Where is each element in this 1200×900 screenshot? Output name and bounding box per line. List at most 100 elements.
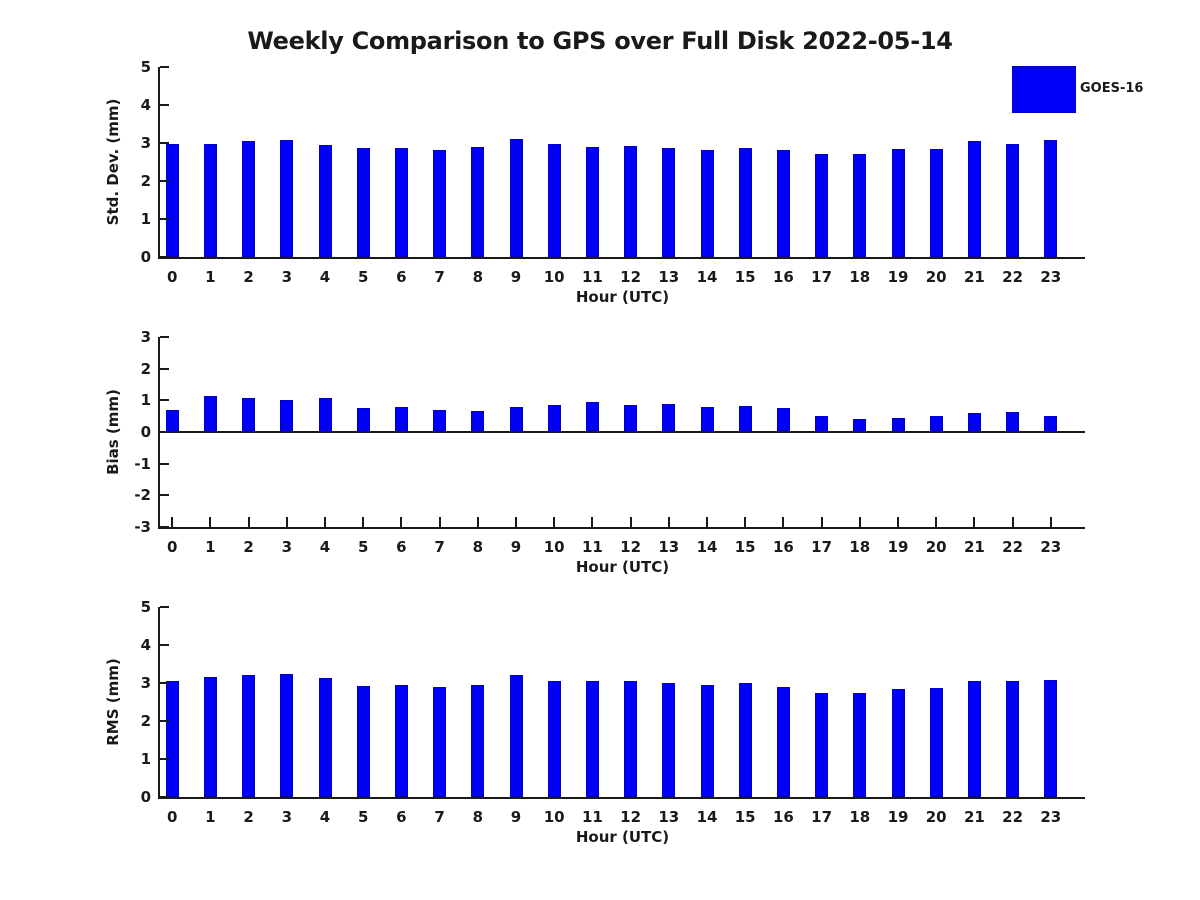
- bar-hour-3: [280, 674, 294, 797]
- bar-hour-10: [547, 404, 561, 432]
- bar-hour-17: [815, 415, 829, 432]
- panel-bias: -3 -2 -1 0 1 2 3 0 1 2 3 4 5 6 7 8 9 10 11 12 13 14 15 16 17 18 19…: [104, 328, 1085, 576]
- bar-hour-11: [585, 402, 599, 432]
- x-tick-mark: [247, 517, 250, 527]
- x-tick-label: 1: [205, 808, 216, 826]
- bar-hour-23: [1044, 139, 1058, 257]
- x-tick-label: 5: [357, 808, 369, 826]
- y-tick-label: 1: [140, 210, 151, 228]
- y-tick-label: -2: [134, 486, 151, 505]
- x-tick-label: 15: [734, 268, 756, 286]
- x-tick-label: 19: [887, 808, 909, 826]
- x-tick-mark: [285, 517, 288, 527]
- x-tick-mark: [324, 517, 326, 527]
- bar-hour-20: [929, 149, 943, 257]
- x-tick-mark: [706, 517, 708, 527]
- x-tick-label: 12: [620, 268, 642, 286]
- bar-hour-21: [967, 413, 981, 432]
- y-tick-mark: [160, 336, 169, 338]
- y-axis-title: Bias (mm): [104, 389, 122, 475]
- x-tick-label: 21: [963, 808, 985, 826]
- y-tick-label: 3: [140, 134, 151, 152]
- bar-hour-12: [624, 145, 638, 257]
- y-tick-label: 2: [140, 359, 151, 378]
- x-tick-label: 21: [963, 538, 985, 556]
- x-tick-mark: [820, 517, 823, 527]
- y-tick-mark: [160, 104, 169, 106]
- x-tick-label: 14: [696, 808, 718, 826]
- x-tick-mark: [476, 517, 479, 527]
- x-tick-label: 18: [849, 808, 871, 826]
- zero-line: [160, 431, 1085, 433]
- y-tick-label: 4: [140, 636, 151, 654]
- x-tick-label: 2: [243, 268, 254, 286]
- x-tick-label: 23: [1040, 538, 1062, 556]
- x-tick-label: 17: [811, 538, 833, 556]
- x-tick-mark: [1011, 517, 1014, 527]
- x-tick-label: 4: [319, 538, 331, 556]
- x-tick-label: 12: [620, 808, 642, 826]
- bar-hour-19: [891, 418, 905, 432]
- x-tick-label: 21: [963, 268, 985, 286]
- x-tick-label: 17: [811, 268, 833, 286]
- x-tick-label: 20: [925, 538, 947, 556]
- bar-hour-9: [509, 675, 523, 797]
- x-tick-label: 23: [1040, 268, 1062, 286]
- bar-hour-11: [585, 681, 599, 797]
- x-tick-mark: [782, 517, 785, 527]
- bar-hour-5: [356, 407, 370, 432]
- y-tick-mark: [160, 367, 169, 370]
- bar-hour-17: [815, 153, 829, 257]
- x-tick-label: 8: [472, 268, 484, 286]
- x-tick-label: 12: [620, 538, 642, 556]
- bar-hour-5: [356, 148, 370, 257]
- x-tick-label: 3: [281, 808, 293, 826]
- y-axis-title: Std. Dev. (mm): [104, 98, 122, 226]
- x-tick-label: 16: [772, 808, 794, 826]
- bar-hour-7: [433, 149, 447, 257]
- bar-hour-2: [242, 675, 256, 797]
- x-tick-label: 14: [696, 538, 718, 556]
- bar-hour-10: [547, 144, 561, 257]
- x-tick-label: 22: [1002, 808, 1024, 826]
- bar-hour-8: [471, 411, 485, 432]
- x-tick-label: 11: [581, 538, 603, 556]
- x-tick-mark: [667, 517, 670, 527]
- x-tick-label: 9: [510, 268, 522, 286]
- bar-hour-8: [471, 146, 485, 257]
- x-tick-mark: [400, 517, 403, 527]
- x-tick-label: 15: [734, 808, 756, 826]
- y-tick-label: 2: [140, 712, 151, 730]
- x-tick-label: 1: [205, 268, 216, 286]
- bar-hour-20: [929, 688, 943, 797]
- bar-hour-21: [967, 680, 981, 797]
- x-tick-label: 20: [925, 808, 947, 826]
- bar-hour-2: [242, 398, 256, 432]
- x-tick-label: 18: [849, 538, 871, 556]
- x-tick-mark: [171, 517, 174, 527]
- y-tick-mark: [160, 399, 169, 402]
- y-tick-mark: [160, 606, 169, 608]
- x-tick-label: 16: [772, 268, 794, 286]
- x-tick-label: 8: [472, 538, 484, 556]
- bar-hour-22: [1006, 143, 1020, 257]
- x-tick-label: 3: [281, 538, 293, 556]
- bar-hour-0: [165, 409, 179, 432]
- x-tick-mark: [858, 517, 861, 527]
- x-tick-label: 10: [543, 268, 565, 286]
- bar-hour-4: [318, 144, 332, 257]
- bar-hour-14: [700, 406, 714, 432]
- x-tick-label: 17: [811, 808, 833, 826]
- y-tick-mark: [160, 494, 169, 497]
- bar-hour-7: [433, 409, 447, 432]
- y-tick-label: -1: [134, 454, 151, 473]
- y-tick-label: 4: [140, 96, 151, 114]
- x-tick-mark: [973, 517, 976, 527]
- x-tick-mark: [1049, 517, 1052, 527]
- x-axis-line: [158, 257, 1085, 259]
- x-tick-mark: [515, 517, 517, 527]
- y-tick-mark: [160, 256, 169, 258]
- x-axis-line: [158, 797, 1085, 799]
- x-tick-mark: [438, 517, 441, 527]
